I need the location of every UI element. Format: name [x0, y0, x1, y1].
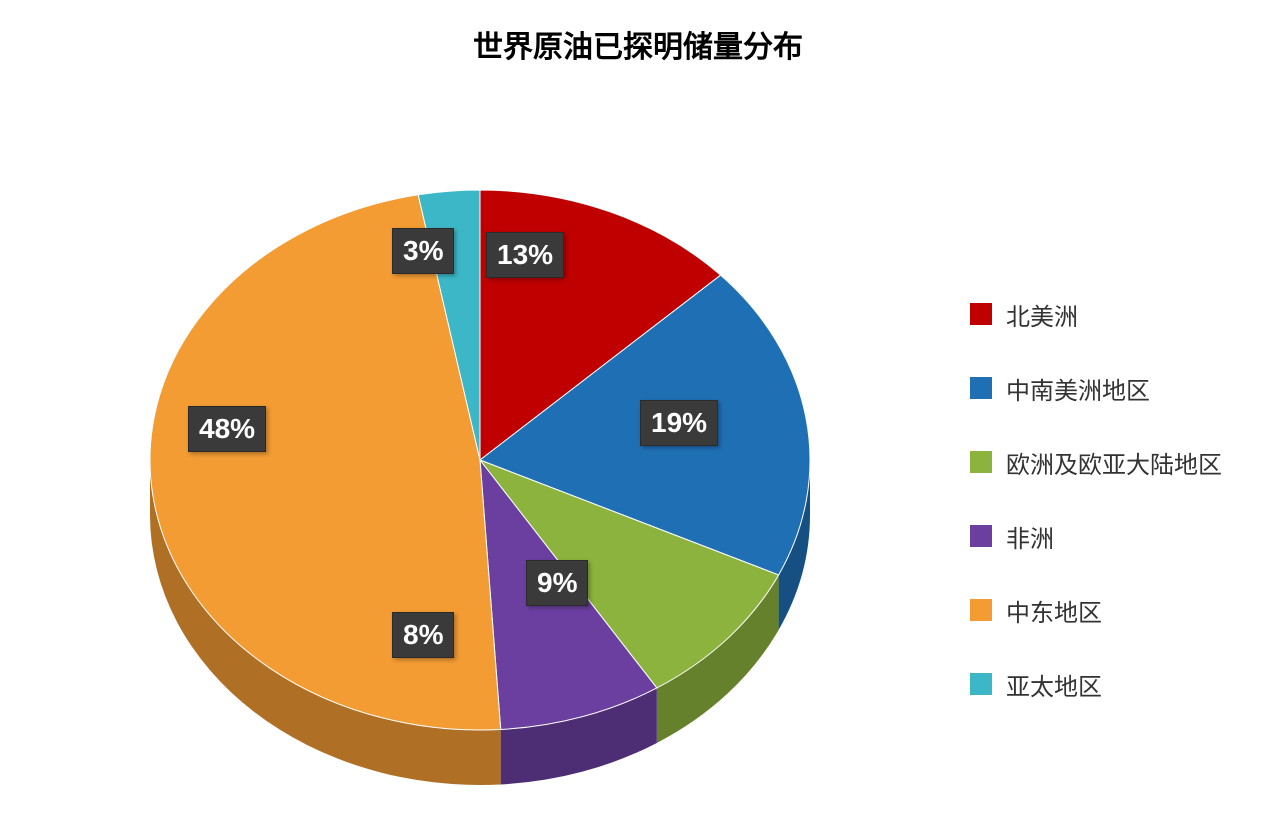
legend-label: 北美洲 — [1006, 297, 1078, 332]
data-label: 3% — [392, 228, 454, 274]
legend-item: 中南美洲地区 — [970, 364, 1222, 412]
legend-label: 中南美洲地区 — [1006, 371, 1150, 406]
legend-swatch — [970, 525, 992, 547]
pie-chart — [10, 60, 910, 820]
data-label: 48% — [188, 406, 266, 452]
chart-container: 世界原油已探明储量分布 13%19%9%8%48%3% 北美洲中南美洲地区欧洲及… — [0, 0, 1276, 838]
legend-item: 欧洲及欧亚大陆地区 — [970, 438, 1222, 486]
legend-swatch — [970, 599, 992, 621]
legend-label: 非洲 — [1006, 519, 1054, 554]
data-label: 9% — [526, 560, 588, 606]
data-label: 8% — [392, 612, 454, 658]
legend-swatch — [970, 377, 992, 399]
legend-label: 亚太地区 — [1006, 667, 1102, 702]
legend-swatch — [970, 303, 992, 325]
legend-item: 北美洲 — [970, 290, 1222, 338]
data-label: 19% — [640, 400, 718, 446]
legend-swatch — [970, 673, 992, 695]
legend-label: 中东地区 — [1006, 593, 1102, 628]
legend-item: 非洲 — [970, 512, 1222, 560]
legend-item: 中东地区 — [970, 586, 1222, 634]
data-label: 13% — [486, 232, 564, 278]
legend-swatch — [970, 451, 992, 473]
legend: 北美洲中南美洲地区欧洲及欧亚大陆地区非洲中东地区亚太地区 — [970, 290, 1222, 708]
legend-label: 欧洲及欧亚大陆地区 — [1006, 445, 1222, 480]
legend-item: 亚太地区 — [970, 660, 1222, 708]
